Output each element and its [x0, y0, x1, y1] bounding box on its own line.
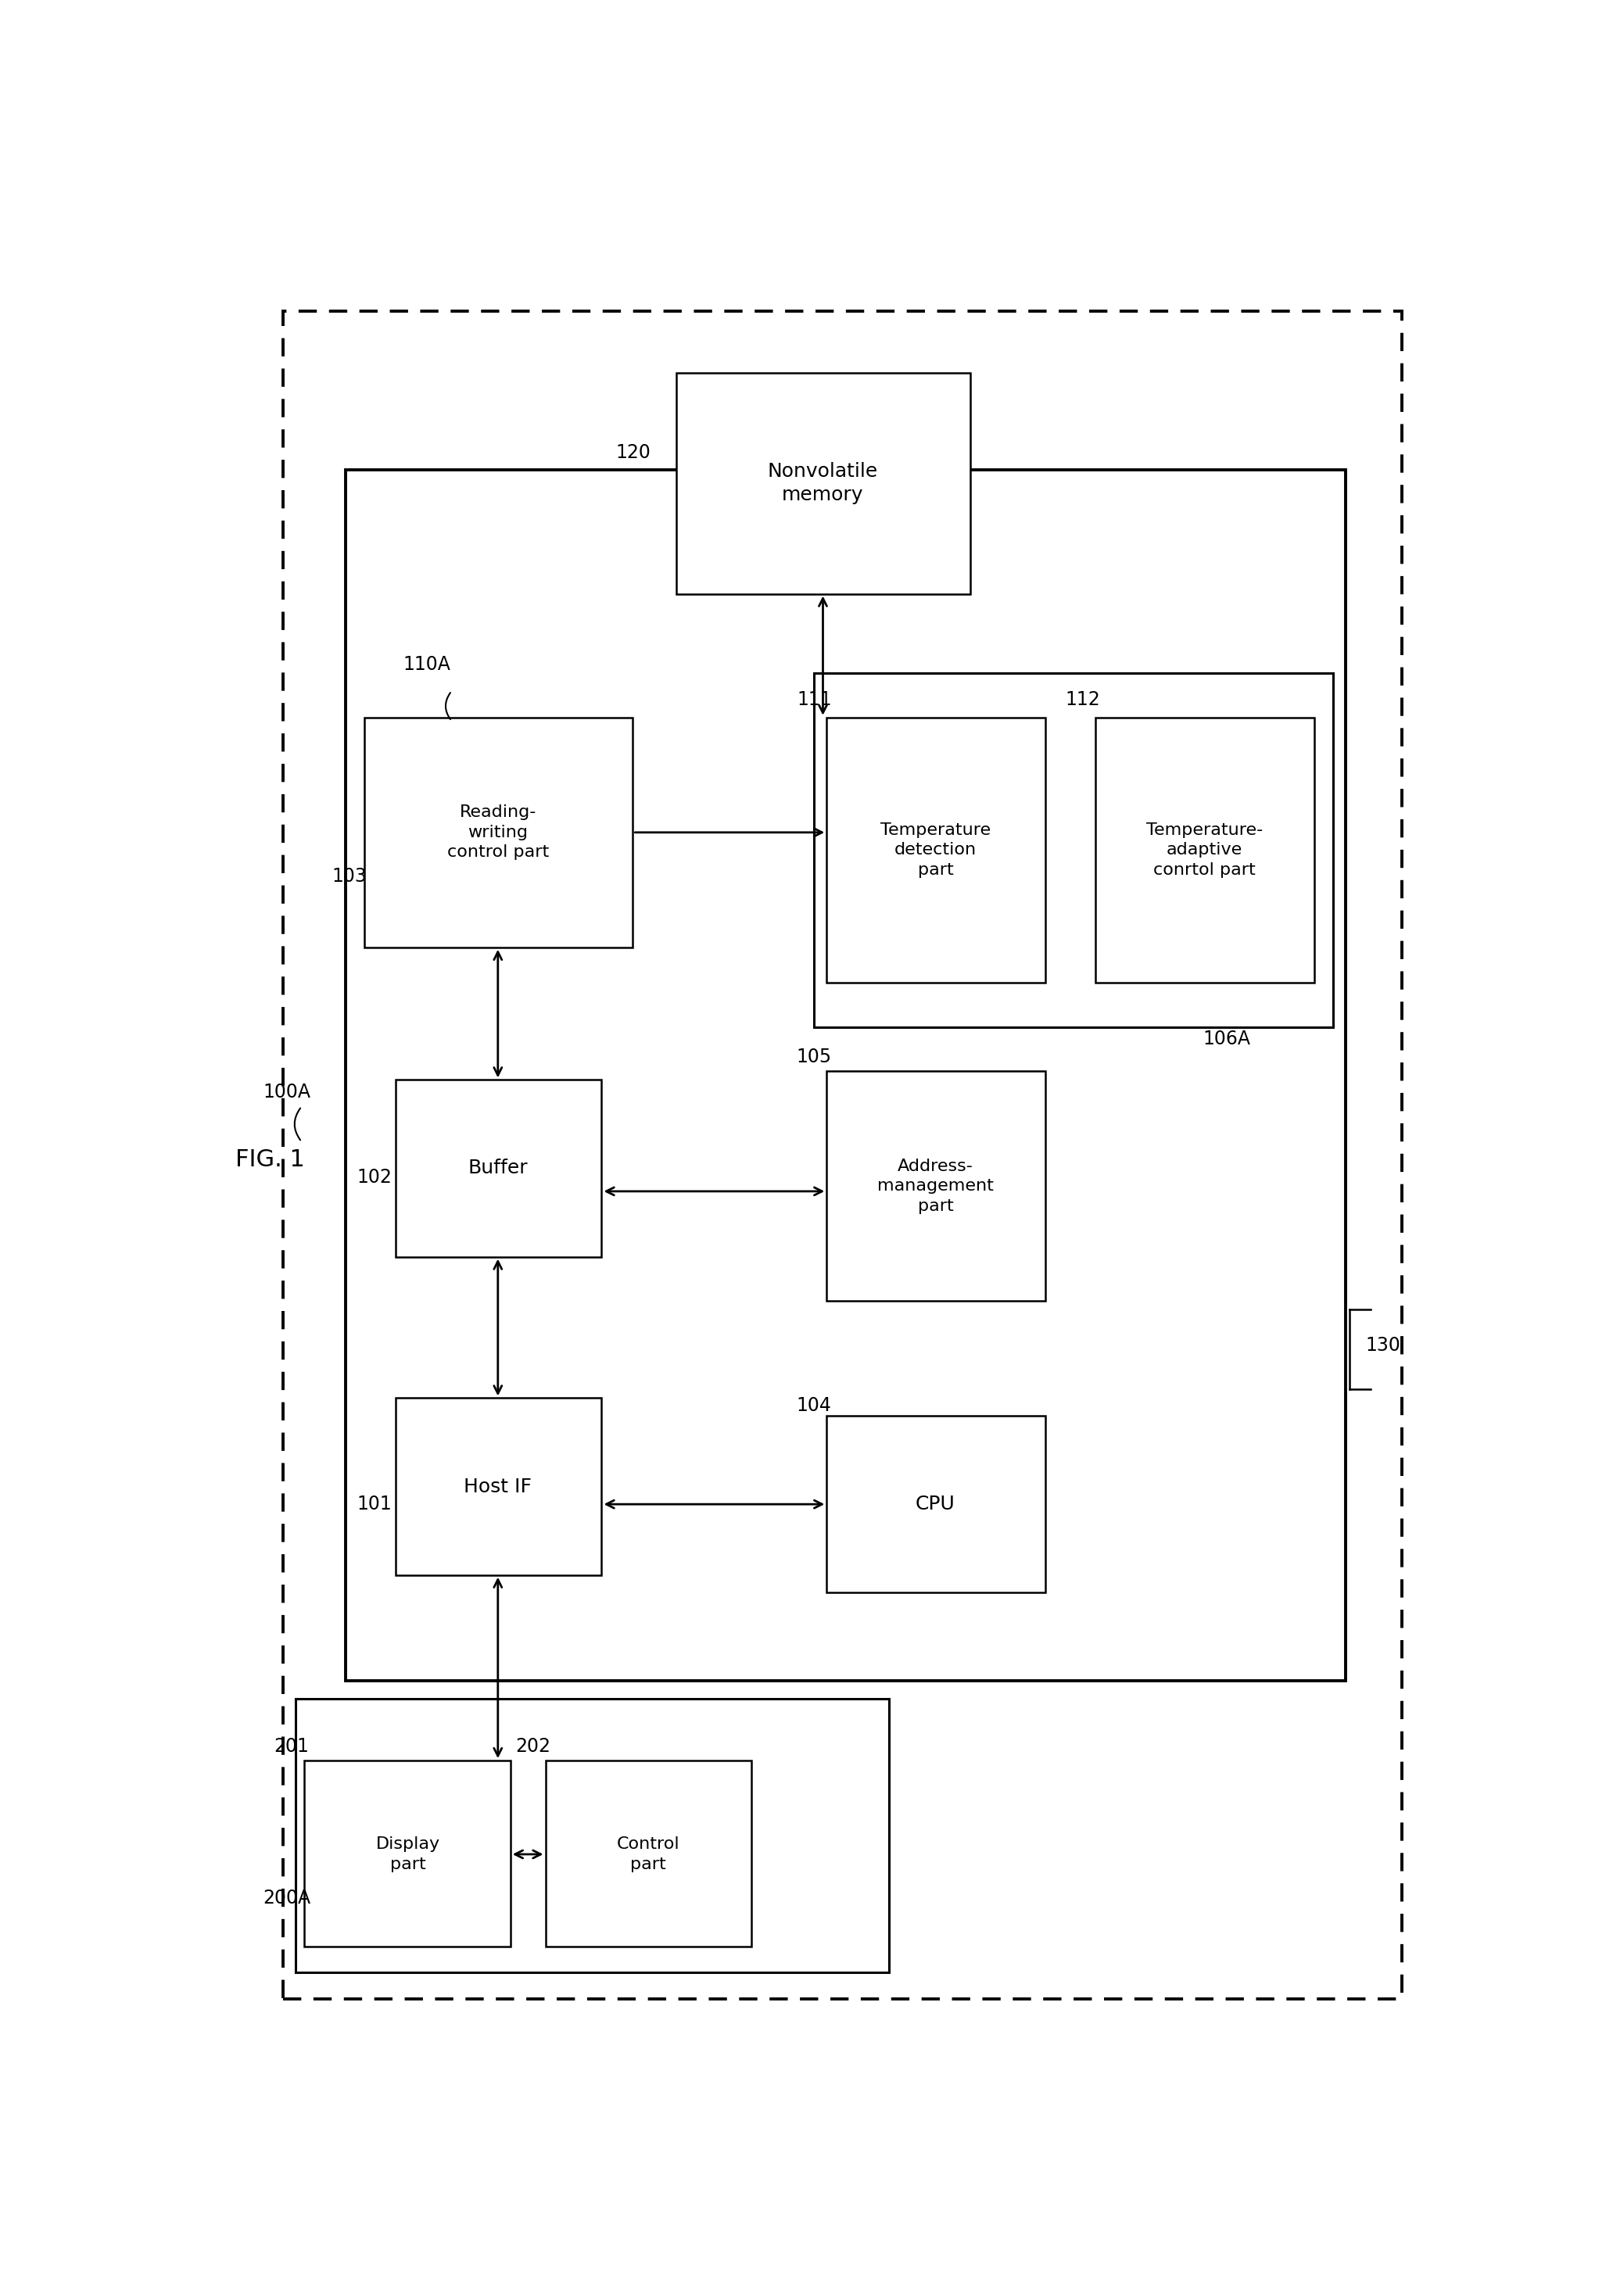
Text: 111: 111 [797, 691, 832, 709]
Bar [826, 1417, 1045, 1593]
Text: 130: 130 [1365, 1336, 1400, 1355]
Text: 112: 112 [1066, 691, 1100, 709]
Text: Nonvolatile
memory: Nonvolatile memory [768, 461, 877, 505]
Text: CPU: CPU [916, 1495, 955, 1513]
Bar [365, 719, 632, 948]
Text: Temperature
detection
part: Temperature detection part [881, 822, 990, 877]
Text: 104: 104 [797, 1396, 832, 1414]
Bar [395, 1398, 602, 1575]
Text: Address-
management
part: Address- management part [877, 1157, 994, 1215]
Bar [295, 1699, 889, 1972]
Text: Reading-
writing
control part: Reading- writing control part [447, 804, 548, 861]
Bar [826, 719, 1045, 983]
Text: Control
part: Control part [616, 1837, 679, 1871]
Bar [1095, 719, 1315, 983]
Text: 202: 202 [515, 1738, 550, 1756]
Text: 120: 120 [615, 443, 650, 461]
Bar [282, 310, 1402, 2000]
Bar [345, 471, 1345, 1681]
Text: 201: 201 [274, 1738, 310, 1756]
Bar [305, 1761, 510, 1947]
Text: 110A: 110A [403, 654, 450, 673]
Text: 105: 105 [797, 1047, 832, 1065]
Text: FIG. 1: FIG. 1 [235, 1148, 305, 1171]
Text: 100A: 100A [263, 1084, 310, 1102]
Bar [826, 1072, 1045, 1302]
Text: 106A: 106A [1203, 1031, 1250, 1049]
Bar [545, 1761, 752, 1947]
Text: Host IF: Host IF [465, 1476, 532, 1497]
Text: 102: 102 [356, 1169, 392, 1187]
Bar [677, 372, 971, 595]
Text: Display
part: Display part [376, 1837, 440, 1871]
Bar [395, 1079, 602, 1256]
Text: Buffer: Buffer [468, 1159, 527, 1178]
Bar [815, 673, 1332, 1026]
Text: 200A: 200A [263, 1890, 311, 1908]
Text: 103: 103 [332, 868, 366, 886]
Text: 101: 101 [356, 1495, 392, 1513]
Text: Temperature-
adaptive
conrtol part: Temperature- adaptive conrtol part [1145, 822, 1263, 877]
